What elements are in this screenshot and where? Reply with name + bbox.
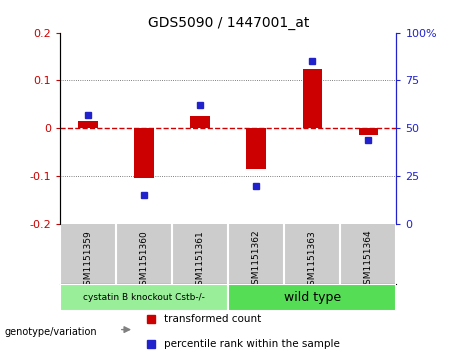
- Bar: [359, 128, 378, 135]
- Text: genotype/variation: genotype/variation: [5, 327, 97, 337]
- Text: GSM1151361: GSM1151361: [195, 230, 205, 290]
- Text: GSM1151363: GSM1151363: [308, 230, 317, 290]
- Text: GSM1151364: GSM1151364: [364, 230, 373, 290]
- Bar: [228, 284, 396, 311]
- Title: GDS5090 / 1447001_at: GDS5090 / 1447001_at: [148, 16, 309, 30]
- Bar: [247, 128, 266, 169]
- Text: transformed count: transformed count: [164, 314, 261, 325]
- Text: GSM1151359: GSM1151359: [83, 230, 93, 290]
- Text: wild type: wild type: [284, 291, 341, 304]
- Text: cystatin B knockout Cstb-/-: cystatin B knockout Cstb-/-: [83, 293, 205, 302]
- Bar: [60, 284, 228, 311]
- Bar: [190, 116, 210, 128]
- Bar: [134, 128, 154, 178]
- Bar: [302, 69, 322, 128]
- Text: GSM1151362: GSM1151362: [252, 230, 261, 290]
- Text: GSM1151360: GSM1151360: [140, 230, 148, 290]
- Text: percentile rank within the sample: percentile rank within the sample: [164, 339, 340, 349]
- Bar: [78, 121, 98, 128]
